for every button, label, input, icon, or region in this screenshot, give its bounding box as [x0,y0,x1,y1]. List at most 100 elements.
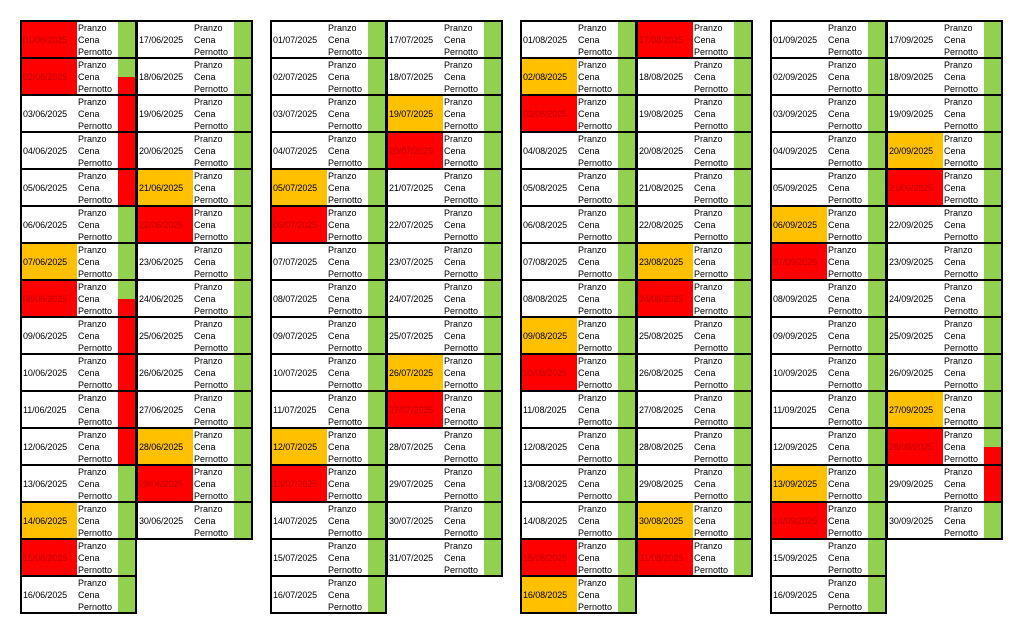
day-cell[interactable]: 24/09/2025 Pranzo Cena Pernotto [886,279,1003,318]
day-cell[interactable]: 30/09/2025 Pranzo Cena Pernotto [886,501,1003,540]
day-cell[interactable]: 20/06/2025 Pranzo Cena Pernotto [136,131,253,170]
day-cell[interactable]: 20/09/2025 Pranzo Cena Pernotto [886,131,1003,170]
day-cell[interactable]: 16/07/2025 Pranzo Cena Pernotto [270,575,387,614]
day-cell[interactable]: 30/07/2025 Pranzo Cena Pernotto [386,501,503,540]
day-cell[interactable]: 03/07/2025 Pranzo Cena Pernotto [270,94,387,133]
day-cell[interactable]: 07/09/2025 Pranzo Cena Pernotto [770,242,887,281]
day-cell[interactable]: 19/07/2025 Pranzo Cena Pernotto [386,94,503,133]
day-cell[interactable]: 02/08/2025 Pranzo Cena Pernotto [520,57,637,96]
day-cell[interactable]: 08/09/2025 Pranzo Cena Pernotto [770,279,887,318]
day-cell[interactable]: 16/09/2025 Pranzo Cena Pernotto [770,575,887,614]
day-cell[interactable]: 20/07/2025 Pranzo Cena Pernotto [386,131,503,170]
day-cell[interactable]: 19/06/2025 Pranzo Cena Pernotto [136,94,253,133]
day-cell[interactable]: 05/08/2025 Pranzo Cena Pernotto [520,168,637,207]
day-cell[interactable]: 27/06/2025 Pranzo Cena Pernotto [136,390,253,429]
day-cell[interactable]: 22/07/2025 Pranzo Cena Pernotto [386,205,503,244]
day-cell[interactable]: 10/06/2025 Pranzo Cena Pernotto [20,353,137,392]
day-cell[interactable]: 07/06/2025 Pranzo Cena Pernotto [20,242,137,281]
day-cell[interactable]: 06/08/2025 Pranzo Cena Pernotto [520,205,637,244]
day-cell[interactable]: 04/08/2025 Pranzo Cena Pernotto [520,131,637,170]
day-cell[interactable]: 14/08/2025 Pranzo Cena Pernotto [520,501,637,540]
day-cell[interactable]: 14/09/2025 Pranzo Cena Pernotto [770,501,887,540]
day-cell[interactable]: 23/06/2025 Pranzo Cena Pernotto [136,242,253,281]
day-cell[interactable]: 28/08/2025 Pranzo Cena Pernotto [636,427,753,466]
day-cell[interactable]: 01/08/2025 Pranzo Cena Pernotto [520,20,637,59]
day-cell[interactable]: 01/06/2025 Pranzo Cena Pernotto [20,20,137,59]
day-cell[interactable]: 13/06/2025 Pranzo Cena Pernotto [20,464,137,503]
day-cell[interactable]: 10/08/2025 Pranzo Cena Pernotto [520,353,637,392]
day-cell[interactable]: 05/09/2025 Pranzo Cena Pernotto [770,168,887,207]
day-cell[interactable]: 19/08/2025 Pranzo Cena Pernotto [636,94,753,133]
day-cell[interactable]: 15/09/2025 Pranzo Cena Pernotto [770,538,887,577]
day-cell[interactable]: 26/06/2025 Pranzo Cena Pernotto [136,353,253,392]
day-cell[interactable]: 26/08/2025 Pranzo Cena Pernotto [636,353,753,392]
day-cell[interactable]: 09/07/2025 Pranzo Cena Pernotto [270,316,387,355]
day-cell[interactable]: 07/07/2025 Pranzo Cena Pernotto [270,242,387,281]
day-cell[interactable]: 22/06/2025 Pranzo Cena Pernotto [136,205,253,244]
day-cell[interactable]: 18/07/2025 Pranzo Cena Pernotto [386,57,503,96]
day-cell[interactable]: 11/08/2025 Pranzo Cena Pernotto [520,390,637,429]
day-cell[interactable]: 11/07/2025 Pranzo Cena Pernotto [270,390,387,429]
day-cell[interactable]: 08/06/2025 Pranzo Cena Pernotto [20,279,137,318]
day-cell[interactable]: 27/09/2025 Pranzo Cena Pernotto [886,390,1003,429]
day-cell[interactable]: 17/07/2025 Pranzo Cena Pernotto [386,20,503,59]
day-cell[interactable]: 31/07/2025 Pranzo Cena Pernotto [386,538,503,577]
day-cell[interactable]: 10/07/2025 Pranzo Cena Pernotto [270,353,387,392]
day-cell[interactable]: 21/08/2025 Pranzo Cena Pernotto [636,168,753,207]
day-cell[interactable]: 21/07/2025 Pranzo Cena Pernotto [386,168,503,207]
day-cell[interactable]: 09/09/2025 Pranzo Cena Pernotto [770,316,887,355]
day-cell[interactable]: 21/09/2025 Pranzo Cena Pernotto [886,168,1003,207]
day-cell[interactable]: 22/09/2025 Pranzo Cena Pernotto [886,205,1003,244]
day-cell[interactable]: 31/08/2025 Pranzo Cena Pernotto [636,538,753,577]
day-cell[interactable]: 21/06/2025 Pranzo Cena Pernotto [136,168,253,207]
day-cell[interactable]: 28/06/2025 Pranzo Cena Pernotto [136,427,253,466]
day-cell[interactable]: 25/09/2025 Pranzo Cena Pernotto [886,316,1003,355]
day-cell[interactable]: 03/08/2025 Pranzo Cena Pernotto [520,94,637,133]
day-cell[interactable]: 04/06/2025 Pranzo Cena Pernotto [20,131,137,170]
day-cell[interactable]: 03/09/2025 Pranzo Cena Pernotto [770,94,887,133]
day-cell[interactable]: 25/06/2025 Pranzo Cena Pernotto [136,316,253,355]
day-cell[interactable]: 30/06/2025 Pranzo Cena Pernotto [136,501,253,540]
day-cell[interactable]: 15/06/2025 Pranzo Cena Pernotto [20,538,137,577]
day-cell[interactable]: 23/08/2025 Pranzo Cena Pernotto [636,242,753,281]
day-cell[interactable]: 27/08/2025 Pranzo Cena Pernotto [636,390,753,429]
day-cell[interactable]: 07/08/2025 Pranzo Cena Pernotto [520,242,637,281]
day-cell[interactable]: 29/07/2025 Pranzo Cena Pernotto [386,464,503,503]
day-cell[interactable]: 11/06/2025 Pranzo Cena Pernotto [20,390,137,429]
day-cell[interactable]: 18/08/2025 Pranzo Cena Pernotto [636,57,753,96]
day-cell[interactable]: 17/09/2025 Pranzo Cena Pernotto [886,20,1003,59]
day-cell[interactable]: 18/06/2025 Pranzo Cena Pernotto [136,57,253,96]
day-cell[interactable]: 08/08/2025 Pranzo Cena Pernotto [520,279,637,318]
day-cell[interactable]: 16/06/2025 Pranzo Cena Pernotto [20,575,137,614]
day-cell[interactable]: 10/09/2025 Pranzo Cena Pernotto [770,353,887,392]
day-cell[interactable]: 28/07/2025 Pranzo Cena Pernotto [386,427,503,466]
day-cell[interactable]: 26/09/2025 Pranzo Cena Pernotto [886,353,1003,392]
day-cell[interactable]: 17/08/2025 Pranzo Cena Pernotto [636,20,753,59]
day-cell[interactable]: 15/07/2025 Pranzo Cena Pernotto [270,538,387,577]
day-cell[interactable]: 23/09/2025 Pranzo Cena Pernotto [886,242,1003,281]
day-cell[interactable]: 05/07/2025 Pranzo Cena Pernotto [270,168,387,207]
day-cell[interactable]: 13/07/2025 Pranzo Cena Pernotto [270,464,387,503]
day-cell[interactable]: 08/07/2025 Pranzo Cena Pernotto [270,279,387,318]
day-cell[interactable]: 20/08/2025 Pranzo Cena Pernotto [636,131,753,170]
day-cell[interactable]: 12/08/2025 Pranzo Cena Pernotto [520,427,637,466]
day-cell[interactable]: 13/08/2025 Pranzo Cena Pernotto [520,464,637,503]
day-cell[interactable]: 04/09/2025 Pranzo Cena Pernotto [770,131,887,170]
day-cell[interactable]: 02/09/2025 Pranzo Cena Pernotto [770,57,887,96]
day-cell[interactable]: 06/09/2025 Pranzo Cena Pernotto [770,205,887,244]
day-cell[interactable]: 09/08/2025 Pranzo Cena Pernotto [520,316,637,355]
day-cell[interactable]: 29/09/2025 Pranzo Cena Pernotto [886,464,1003,503]
day-cell[interactable]: 12/06/2025 Pranzo Cena Pernotto [20,427,137,466]
day-cell[interactable]: 28/09/2025 Pranzo Cena Pernotto [886,427,1003,466]
day-cell[interactable]: 14/06/2025 Pranzo Cena Pernotto [20,501,137,540]
day-cell[interactable]: 30/08/2025 Pranzo Cena Pernotto [636,501,753,540]
day-cell[interactable]: 12/09/2025 Pranzo Cena Pernotto [770,427,887,466]
day-cell[interactable]: 17/06/2025 Pranzo Cena Pernotto [136,20,253,59]
day-cell[interactable]: 19/09/2025 Pranzo Cena Pernotto [886,94,1003,133]
day-cell[interactable]: 01/09/2025 Pranzo Cena Pernotto [770,20,887,59]
day-cell[interactable]: 09/06/2025 Pranzo Cena Pernotto [20,316,137,355]
day-cell[interactable]: 16/08/2025 Pranzo Cena Pernotto [520,575,637,614]
day-cell[interactable]: 06/06/2025 Pranzo Cena Pernotto [20,205,137,244]
day-cell[interactable]: 11/09/2025 Pranzo Cena Pernotto [770,390,887,429]
day-cell[interactable]: 22/08/2025 Pranzo Cena Pernotto [636,205,753,244]
